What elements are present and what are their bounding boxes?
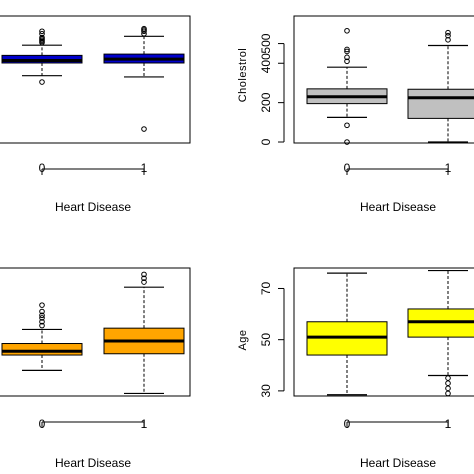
outlier-point	[141, 271, 147, 278]
y-tick-label: 0	[259, 138, 273, 145]
outlier-point	[141, 279, 147, 285]
x-axis-label: Heart Disease	[55, 200, 131, 214]
outlier-point	[39, 30, 45, 37]
x-axis-label: Heart Disease	[360, 456, 436, 470]
outlier-point	[39, 302, 45, 308]
outlier-point	[344, 58, 350, 65]
outlier-point	[39, 34, 45, 41]
outlier-point	[445, 375, 451, 381]
x-tick-label: 1	[445, 161, 452, 175]
outlier-point	[445, 390, 451, 397]
iqr-box	[407, 88, 474, 119]
outlier-point	[344, 139, 350, 145]
outlier-point	[39, 315, 45, 321]
x-tick-label: 0	[344, 161, 351, 175]
outlier-point	[445, 380, 451, 387]
plot-frame	[293, 267, 474, 397]
outlier-point	[39, 79, 45, 85]
y-tick-label: 400	[259, 53, 273, 73]
outlier-point	[445, 29, 451, 36]
outlier-point	[39, 318, 45, 325]
box-1	[103, 271, 185, 395]
outlier-point	[39, 322, 45, 329]
y-tick-label: 200	[259, 92, 273, 112]
outlier-point	[141, 275, 147, 282]
box-0	[306, 272, 388, 396]
outlier-point	[344, 122, 350, 129]
y-tick-label: 50	[259, 333, 273, 347]
y-tick-label: 500	[259, 33, 273, 53]
x-axis-label: Heart Disease	[360, 200, 436, 214]
outlier-point	[141, 25, 147, 32]
outlier-point	[39, 308, 45, 315]
outlier-point	[344, 27, 350, 34]
outlier-point	[344, 46, 350, 53]
outlier-point	[141, 126, 147, 132]
outlier-point	[39, 312, 45, 319]
outlier-point	[39, 28, 45, 35]
outlier-point	[445, 385, 451, 392]
plot-frame	[293, 15, 474, 144]
box-1	[407, 269, 474, 397]
y-tick-label: 70	[259, 281, 273, 295]
y-axis-label: Age	[237, 329, 249, 350]
outlier-point	[344, 48, 350, 55]
x-tick-label: 0	[39, 161, 46, 175]
plot-frame	[0, 15, 191, 144]
y-axis: 30 50 70	[259, 281, 285, 398]
box-1	[103, 25, 185, 132]
box-0	[1, 28, 83, 85]
x-tick-label: 0	[39, 417, 46, 431]
outlier-point	[344, 54, 350, 61]
x-tick-label: 0	[344, 417, 351, 431]
iqr-box	[1, 343, 83, 356]
y-tick-label: 30	[259, 384, 273, 398]
y-axis-label: Cholestrol	[237, 48, 249, 103]
box-1	[407, 29, 474, 143]
x-tick-label: 1	[141, 417, 148, 431]
x-axis-label: Heart Disease	[55, 456, 131, 470]
box-0	[306, 27, 388, 145]
box-0	[1, 302, 83, 371]
plot-frame	[0, 267, 191, 397]
outlier-point	[445, 32, 451, 39]
x-tick-label: 1	[445, 417, 452, 431]
x-tick-label: 1	[141, 161, 148, 175]
